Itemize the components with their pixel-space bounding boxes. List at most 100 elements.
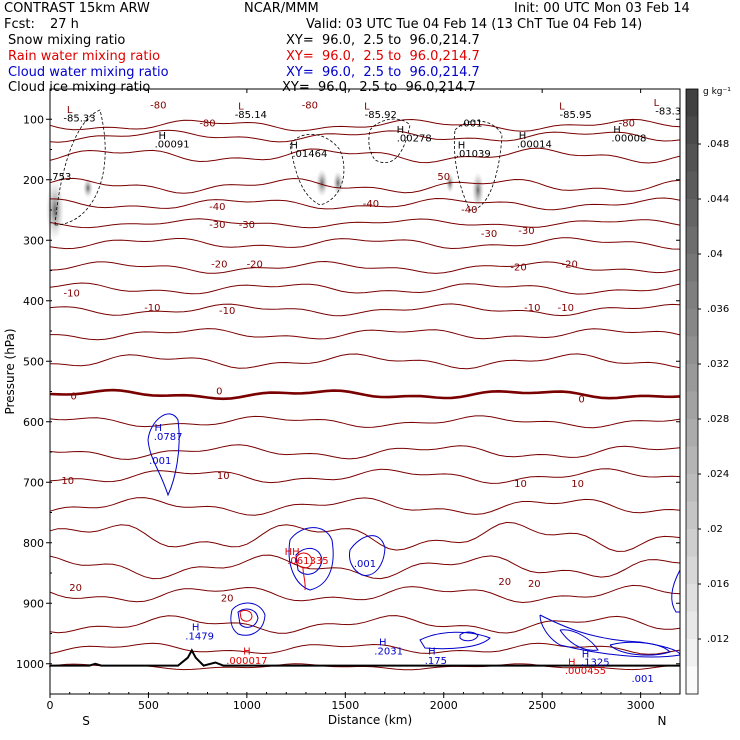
- colorbar-tick-label-4: .028: [707, 414, 729, 425]
- contour-label-13: -80: [619, 119, 635, 130]
- contour-label-61: .001: [354, 559, 376, 570]
- cloud-water-contour-1: [288, 527, 334, 591]
- contour-label-2: -85.33: [63, 114, 95, 125]
- colorbar-cell-6: [686, 254, 698, 282]
- y-tick-label-0: 100: [23, 113, 44, 126]
- contour-label-65: .000017: [226, 656, 267, 667]
- valid-time: Valid: 03 UTC Tue 04 Feb 14 (13 ChT Tue …: [306, 17, 643, 32]
- colorbar: g kg⁻¹ .012 .016 .02 .024 .028 .032 .036 .04 .044…: [685, 87, 731, 695]
- colorbar-cell-20: [686, 639, 698, 667]
- cloud-ice-contour-3: [454, 120, 503, 211]
- cloud-water-contour-4: [230, 602, 266, 636]
- colorbar-cell-0: [686, 89, 698, 117]
- snow-shading-2: [316, 169, 328, 197]
- cloud-water-contour-5: [237, 608, 259, 628]
- colorbar-tick-label-1: .016: [707, 579, 729, 590]
- contour-label-66: H: [379, 638, 387, 649]
- field-label-snow: Snow mixing ratio: [8, 33, 126, 48]
- contour-label-35: -30: [518, 226, 534, 237]
- contour-label-34: -30: [481, 229, 497, 240]
- colorbar-cell-18: [686, 584, 698, 612]
- y-tick-label-1: 200: [23, 174, 44, 187]
- cloud-ice-contour-2: [368, 118, 411, 163]
- contour-label-4: -85.14: [235, 110, 267, 121]
- contour-label-47: 0: [578, 394, 584, 405]
- rain-water-contour-2: [239, 609, 253, 622]
- cloud-water-contour-7: [459, 631, 479, 642]
- contour-label-18: H: [397, 125, 405, 136]
- contour-label-41: -10: [144, 303, 160, 314]
- cloud-ice-contour-0: [54, 109, 106, 226]
- temperature-contour-21: [49, 642, 681, 655]
- field-xy-cloud-ice: XY= 96.0, 2.5 to 96.0,214.7: [282, 80, 476, 95]
- field-label-cloud-water: Cloud water mixing ratio: [8, 65, 169, 80]
- forecast-value: 27 h: [50, 17, 79, 32]
- contour-label-42: -10: [219, 306, 235, 317]
- rain-water-contour-0: [295, 552, 313, 569]
- contour-label-0: -80: [150, 100, 166, 111]
- colorbar-cell-7: [686, 281, 698, 310]
- contour-label-62: H: [192, 622, 200, 633]
- temperature-contour-14: [49, 444, 681, 460]
- south-label: S: [82, 714, 90, 728]
- x-tick-label-1: 500: [138, 699, 159, 712]
- contour-label-17: .01464: [292, 149, 327, 160]
- y-tick-label-9: 1000: [16, 658, 44, 671]
- contour-label-48: 10: [61, 476, 74, 487]
- x-axis-label: Distance (km): [328, 713, 412, 727]
- contour-label-37: -20: [247, 259, 263, 270]
- contour-label-68: H: [428, 647, 436, 658]
- colorbar-cell-16: [686, 529, 698, 557]
- contour-label-57: .0787: [154, 432, 183, 443]
- temperature-contour-5: [49, 218, 681, 229]
- contour-label-40: -10: [63, 289, 79, 300]
- snow-shading-1: [83, 178, 93, 198]
- temperature-contour-19: [49, 584, 681, 604]
- contour-label-60: .061335: [287, 556, 328, 567]
- temperature-contour-12: [49, 388, 681, 401]
- contour-label-46: 0: [216, 387, 222, 398]
- chart-title: CONTRAST 15km ARW: [4, 1, 150, 16]
- cloud-ice-contour-1: [289, 133, 345, 206]
- colorbar-cell-2: [686, 144, 698, 172]
- contour-label-54: 20: [498, 577, 511, 588]
- colorbar-cell-21: [686, 666, 698, 695]
- temperature-contour-13: [49, 415, 681, 429]
- contour-label-19: .00278: [397, 134, 432, 145]
- field-xy-snow: XY= 96.0, 2.5 to 96.0,214.7: [286, 33, 480, 48]
- contour-label-29: -40: [209, 202, 225, 213]
- contour-labels: -80L-85.33L-85.14-80 L-85.92L-85.95L-83.3…: [52, 98, 681, 685]
- temperature-contour-20: [49, 615, 681, 634]
- x-tick-label-4: 2000: [430, 699, 458, 712]
- y-tick-label-7: 800: [23, 537, 44, 550]
- contour-label-38: -20: [510, 263, 526, 274]
- x-tick-label-3: 1500: [331, 699, 359, 712]
- contour-label-73: .000455: [565, 666, 606, 677]
- temperature-contour-3: [49, 177, 681, 194]
- contour-label-7: -85.92: [365, 110, 397, 121]
- colorbar-tick-label-3: .024: [707, 469, 729, 480]
- colorbar-tick-label-0: .012: [707, 634, 729, 645]
- temperature-contour-7: [49, 260, 681, 274]
- contour-label-31: -40: [461, 205, 477, 216]
- contour-label-44: -10: [558, 303, 574, 314]
- cloud-water-contour-11: [671, 569, 681, 613]
- colorbar-cell-4: [686, 199, 698, 227]
- cloud-water-contour-3: [349, 535, 386, 576]
- contour-label-6: L: [364, 102, 370, 113]
- contour-label-32: -30: [209, 220, 225, 231]
- field-label-rain: Rain water mixing ratio: [8, 49, 161, 64]
- snow-shading-4: [472, 172, 484, 208]
- contour-label-50: 10: [514, 479, 527, 490]
- plot-frame: [49, 88, 681, 695]
- contour-label-30: -40: [363, 199, 379, 210]
- temperature-contour-8: [49, 282, 681, 295]
- contour-label-33: -30: [239, 220, 255, 231]
- colorbar-tick-label-5: .032: [707, 359, 729, 370]
- contour-label-22: .01039: [456, 149, 491, 160]
- temperature-contour-17: [49, 521, 681, 552]
- temperature-contour-16: [49, 497, 681, 516]
- temperature-contour-11: [49, 353, 681, 370]
